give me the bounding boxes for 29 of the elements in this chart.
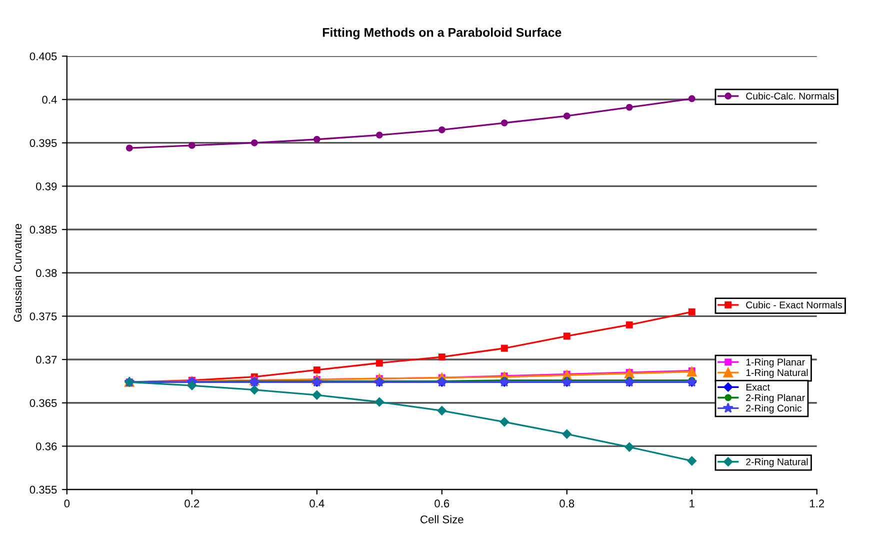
- legend-label: 1-Ring Natural: [746, 368, 808, 378]
- legend-label: 2-Ring Conic: [746, 404, 802, 414]
- x-axis-title: Cell Size: [420, 515, 464, 524]
- y-tick-label: 0.39: [36, 182, 57, 190]
- x-tick-label: 1: [690, 500, 694, 508]
- y-tick-label: 0.4: [42, 96, 57, 104]
- y-tick-label: 0.365: [30, 399, 57, 407]
- y-tick-label: 0.385: [30, 226, 57, 234]
- y-tick-label: 0.37: [36, 356, 57, 364]
- legend-label: Exact: [746, 384, 770, 391]
- y-axis-title: Gaussian Curvature: [13, 224, 22, 322]
- y-tick-label: 0.405: [30, 52, 57, 60]
- legend-label: Cubic-Calc. Normals: [746, 92, 834, 100]
- x-tick-label: 0.8: [560, 500, 574, 508]
- x-tick-label: 0: [64, 500, 70, 508]
- y-tick-label: 0.355: [30, 486, 57, 494]
- y-tick-label: 0.375: [30, 312, 57, 320]
- legend-label: Cubic - Exact Normals: [746, 301, 842, 308]
- legend-label: 1-Ring Planar: [746, 358, 805, 368]
- legend-label: 2-Ring Planar: [746, 394, 805, 404]
- x-tick-label: 0.6: [434, 500, 450, 508]
- y-tick-label: 0.38: [36, 269, 57, 277]
- y-tick-label: 0.395: [30, 139, 57, 147]
- y-tick-label: 0.36: [36, 442, 57, 450]
- x-tick-label: 1.2: [810, 500, 824, 508]
- x-tick-label: 0.2: [184, 500, 200, 508]
- legend-label: 2-Ring Natural: [746, 458, 808, 468]
- x-tick-label: 0.4: [310, 500, 324, 508]
- chart-title: Fitting Methods on a Paraboloid Surface: [322, 28, 562, 40]
